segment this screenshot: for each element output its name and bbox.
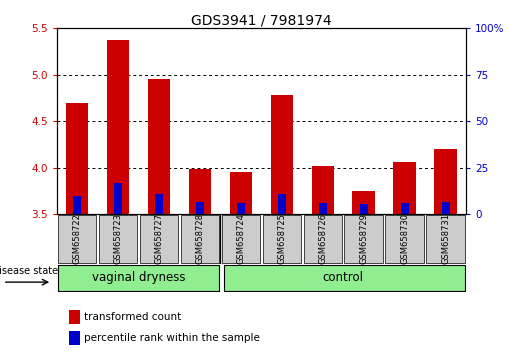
Bar: [66, 103, 89, 214]
Text: GSM658722: GSM658722: [73, 213, 81, 264]
Bar: [114, 183, 122, 214]
Text: GSM658725: GSM658725: [278, 213, 286, 264]
Text: GSM658726: GSM658726: [318, 213, 327, 264]
Bar: [434, 149, 457, 214]
Bar: [319, 203, 327, 214]
Bar: [155, 194, 163, 214]
Bar: [70, 310, 80, 324]
Bar: [442, 202, 450, 214]
FancyBboxPatch shape: [221, 215, 260, 263]
Bar: [270, 95, 293, 214]
Bar: [278, 194, 286, 214]
FancyBboxPatch shape: [58, 265, 219, 291]
Title: GDS3941 / 7981974: GDS3941 / 7981974: [191, 13, 332, 27]
Bar: [312, 166, 334, 214]
Text: GSM658723: GSM658723: [114, 213, 123, 264]
Bar: [196, 202, 204, 214]
Text: control: control: [323, 271, 364, 284]
Text: GSM658724: GSM658724: [236, 213, 245, 264]
FancyBboxPatch shape: [385, 215, 424, 263]
FancyBboxPatch shape: [140, 215, 178, 263]
FancyBboxPatch shape: [263, 215, 301, 263]
FancyBboxPatch shape: [181, 215, 219, 263]
Bar: [188, 169, 211, 214]
Bar: [393, 162, 416, 214]
Bar: [237, 203, 245, 214]
Bar: [230, 172, 252, 214]
Bar: [148, 79, 170, 214]
Text: GSM658727: GSM658727: [154, 213, 163, 264]
Bar: [352, 191, 375, 214]
Text: disease state: disease state: [0, 266, 58, 276]
FancyBboxPatch shape: [224, 265, 465, 291]
FancyBboxPatch shape: [58, 215, 96, 263]
FancyBboxPatch shape: [303, 215, 342, 263]
Text: vaginal dryness: vaginal dryness: [92, 271, 185, 284]
Bar: [401, 203, 408, 214]
Text: GSM658730: GSM658730: [400, 213, 409, 264]
Text: GSM658728: GSM658728: [196, 213, 204, 264]
Text: GSM658731: GSM658731: [441, 213, 450, 264]
FancyBboxPatch shape: [99, 215, 138, 263]
Bar: [107, 40, 129, 214]
FancyBboxPatch shape: [426, 215, 465, 263]
Bar: [360, 204, 368, 214]
Text: percentile rank within the sample: percentile rank within the sample: [84, 333, 260, 343]
Bar: [73, 195, 81, 214]
Text: GSM658729: GSM658729: [359, 213, 368, 264]
Bar: [70, 331, 80, 345]
Text: transformed count: transformed count: [84, 312, 181, 322]
FancyBboxPatch shape: [345, 215, 383, 263]
